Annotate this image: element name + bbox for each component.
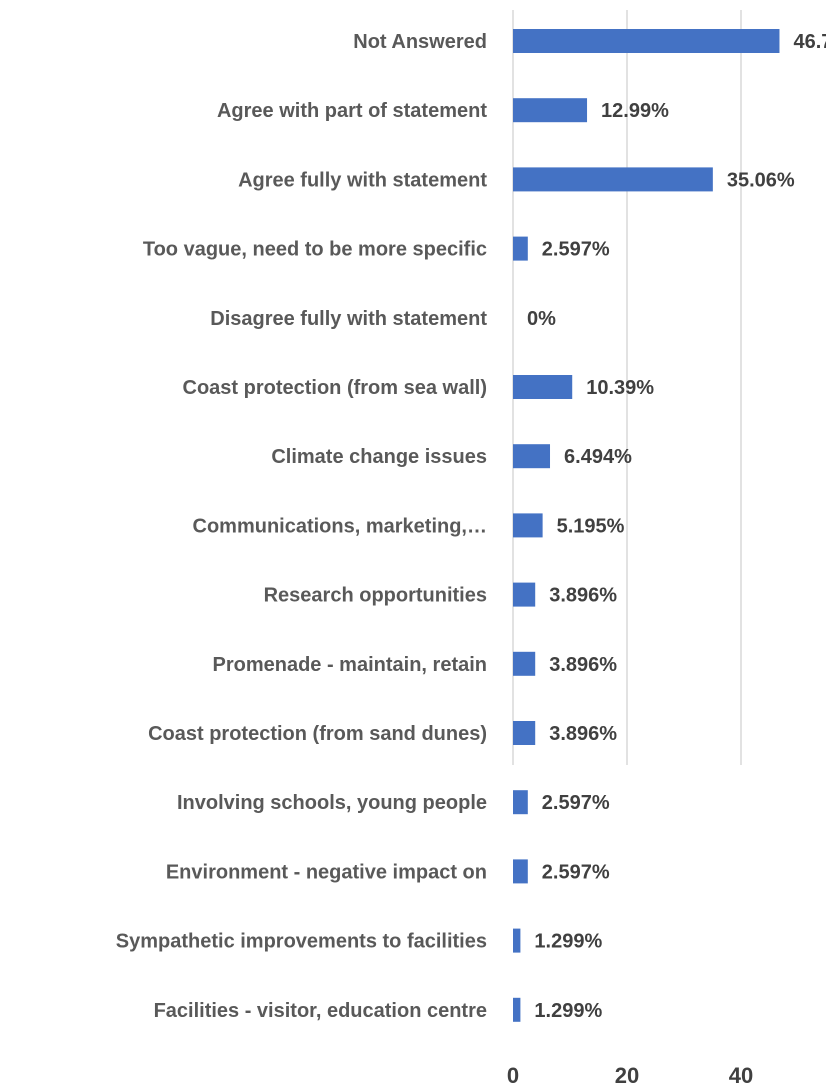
category-label: Too vague, need to be more specific bbox=[143, 239, 487, 261]
bar bbox=[513, 721, 536, 745]
bar bbox=[513, 513, 543, 538]
value-label: 5.195% bbox=[557, 515, 625, 537]
value-label: 3.896% bbox=[549, 585, 617, 607]
value-label: 1.299% bbox=[534, 1000, 602, 1022]
value-label: 3.896% bbox=[549, 723, 617, 745]
bar bbox=[513, 444, 551, 469]
value-labels: 46.75% 12.99% 35.06% 2.597% 0% 10.39% 6.494% 5.… bbox=[527, 31, 826, 1022]
value-label: 10.39% bbox=[586, 377, 654, 399]
x-axis-ticks: 0 20 40 bbox=[507, 1063, 753, 1088]
value-label: 3.896% bbox=[549, 654, 617, 676]
bar bbox=[513, 859, 528, 884]
category-label: Agree with part of statement bbox=[217, 100, 487, 122]
value-label: 0% bbox=[527, 308, 556, 330]
bar bbox=[513, 928, 521, 953]
x-tick-label: 20 bbox=[615, 1063, 639, 1088]
value-label: 6.494% bbox=[564, 446, 632, 468]
bar bbox=[513, 98, 588, 123]
value-label: 46.75% bbox=[793, 31, 826, 53]
value-label: 2.597% bbox=[542, 239, 610, 261]
value-label: 12.99% bbox=[601, 100, 669, 122]
bar bbox=[513, 375, 573, 399]
bar bbox=[513, 651, 536, 676]
category-label: Involving schools, young people bbox=[177, 792, 487, 814]
category-label: Coast protection (from sea wall) bbox=[183, 377, 488, 399]
category-label: Sympathetic improvements to facilities bbox=[116, 931, 487, 953]
category-label: Promenade - maintain, retain bbox=[212, 654, 487, 676]
value-label: 2.597% bbox=[542, 861, 610, 883]
bars bbox=[513, 29, 780, 1022]
value-label: 2.597% bbox=[542, 792, 610, 814]
category-label: Coast protection (from sand dunes) bbox=[148, 723, 487, 745]
x-tick-label: 40 bbox=[729, 1063, 753, 1088]
bar bbox=[513, 29, 780, 53]
category-label: Disagree fully with statement bbox=[210, 308, 487, 330]
category-label: Research opportunities bbox=[264, 585, 487, 607]
bar bbox=[513, 236, 528, 261]
category-label: Facilities - visitor, education centre bbox=[154, 1000, 487, 1022]
category-label: Communications, marketing,… bbox=[193, 515, 488, 537]
bar bbox=[513, 582, 536, 607]
category-label: Environment - negative impact on bbox=[166, 861, 487, 883]
bar bbox=[513, 790, 528, 815]
value-label: 1.299% bbox=[534, 931, 602, 953]
x-tick-label: 0 bbox=[507, 1063, 519, 1088]
bar bbox=[513, 997, 521, 1022]
bar bbox=[513, 167, 713, 192]
category-label: Not Answered bbox=[353, 31, 487, 53]
category-labels: Not Answered Agree with part of statement… bbox=[116, 31, 488, 1022]
value-label: 35.06% bbox=[727, 169, 795, 191]
category-label: Climate change issues bbox=[271, 446, 487, 468]
category-label: Agree fully with statement bbox=[238, 169, 487, 191]
